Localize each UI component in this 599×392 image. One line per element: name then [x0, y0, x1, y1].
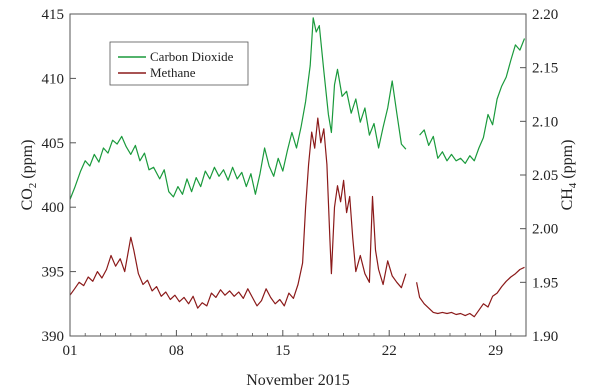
y-right-tick-label: 2.10: [532, 114, 558, 130]
y-left-tick-label: 410: [42, 71, 65, 87]
series-co2-line-segment-1: [419, 38, 526, 164]
y-left-title-sub: 2: [27, 183, 39, 189]
x-tick-label: 08: [169, 343, 184, 359]
y-right-tick-label: 2.00: [532, 222, 558, 238]
y-right-tick-label: 2.20: [532, 7, 558, 23]
x-tick-label: 01: [63, 343, 78, 359]
y-left-title-unit: (ppm): [19, 140, 36, 183]
y-right-tick-label: 1.90: [532, 329, 558, 345]
y-left-tick-label: 415: [42, 7, 65, 23]
y-left-title-main: CO: [19, 188, 36, 210]
legend: Carbon Dioxide Methane: [109, 41, 249, 86]
y-left-tick-label: 390: [42, 329, 65, 345]
y-right-title-unit: (ppm): [559, 140, 576, 183]
legend-box: [109, 41, 249, 86]
x-axis-title: November 2015: [246, 372, 350, 389]
legend-label-ch4: Methane: [150, 65, 196, 80]
y-left-tick-label: 400: [42, 200, 65, 216]
y-right-tick-label: 2.15: [532, 61, 558, 77]
y-right-tick-label: 1.95: [532, 275, 558, 291]
y-left-tick-label: 405: [42, 136, 65, 152]
y-right-title-sub: 4: [567, 182, 579, 188]
y-left-tick-label: 395: [42, 265, 65, 281]
series-ch4-line-segment-1: [416, 266, 525, 318]
x-tick-label: 22: [382, 343, 397, 359]
x-tick-label: 15: [275, 343, 290, 359]
y-left-axis-title: CO2 (ppm): [19, 140, 39, 211]
series-ch4-line-segment-0: [69, 117, 407, 309]
legend-label-co2: Carbon Dioxide: [150, 49, 234, 64]
x-tick-label: 29: [488, 343, 503, 359]
y-right-title-main: CH: [559, 188, 576, 211]
series-co2-line-segment-0: [69, 17, 407, 200]
y-right-axis-title: CH4 (ppm): [559, 140, 579, 211]
y-right-tick-label: 2.05: [532, 168, 558, 184]
